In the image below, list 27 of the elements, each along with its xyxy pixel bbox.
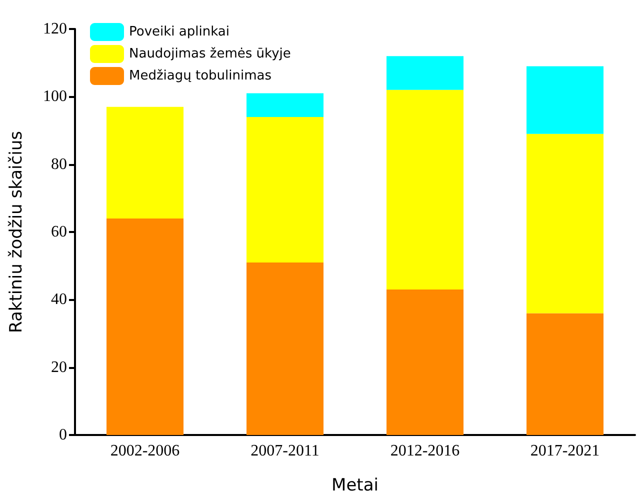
bar [386, 90, 464, 290]
y-tick-label: 0 [59, 426, 67, 444]
legend-label: Medžiagų tobulinimas [129, 68, 272, 84]
x-axis-title: Metai [332, 476, 378, 496]
bar [106, 218, 184, 435]
bar [246, 262, 324, 435]
y-tick-label: 80 [51, 156, 67, 173]
y-tick-label: 120 [43, 20, 67, 38]
bar [386, 56, 464, 90]
x-tick-label: 2017-2021 [530, 442, 600, 460]
x-tick-label: 2002-2006 [110, 442, 180, 460]
bar [106, 106, 184, 218]
y-axis-title: Raktiniu žodžiu skaičius [6, 130, 26, 333]
y-tick-label: 20 [51, 358, 67, 376]
x-tick-label: 2007-2011 [250, 442, 320, 460]
y-tick-label: 60 [51, 224, 67, 240]
bar [526, 66, 604, 134]
bar [386, 290, 464, 435]
y-tick-label: 100 [43, 88, 67, 106]
legend-label: Naudojimas žemės ūkyje [129, 46, 291, 62]
bar [526, 313, 604, 435]
bar [526, 134, 604, 314]
y-tick-label: 40 [51, 291, 67, 308]
bar [246, 93, 324, 117]
legend-label: Poveiki aplinkai [129, 24, 230, 40]
x-tick-label: 2012-2016 [390, 442, 460, 460]
bar [246, 116, 324, 262]
